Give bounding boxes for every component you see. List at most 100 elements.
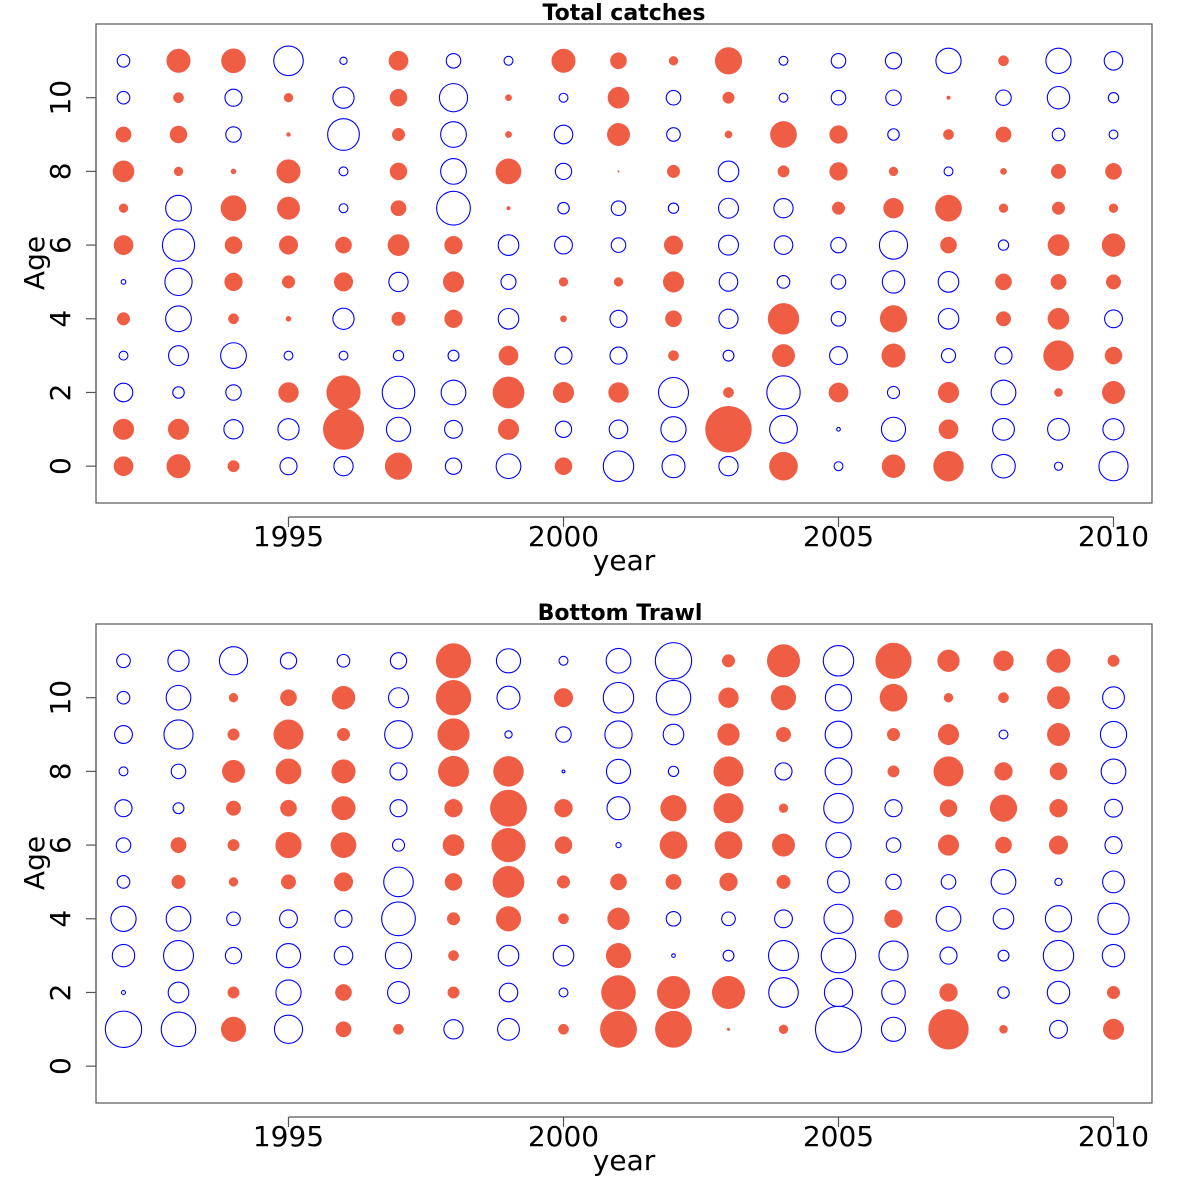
bubble-1993-age-9 bbox=[169, 125, 188, 144]
bubble-1997-age-11 bbox=[389, 652, 408, 670]
bubble-2010-age-0 bbox=[1098, 451, 1129, 482]
bubble-1993-age-3 bbox=[167, 345, 190, 367]
bubble-2004-age-11 bbox=[778, 55, 789, 66]
bubble-2005-age-6 bbox=[825, 831, 852, 859]
bubble-2008-age-1 bbox=[992, 417, 1015, 441]
bubble-2006-age-0 bbox=[881, 454, 906, 478]
bubble-1996-age-0 bbox=[333, 456, 354, 477]
bubble-1997-age-9 bbox=[391, 127, 406, 142]
bubble-2007-age-8 bbox=[933, 756, 964, 787]
bubble-2002-age-11 bbox=[668, 56, 679, 66]
bubble-1995-age-2 bbox=[275, 979, 302, 1006]
bubble-1993-age-6 bbox=[170, 837, 187, 854]
bubble-2001-age-4 bbox=[607, 907, 630, 930]
bubble-2009-age-3 bbox=[1042, 939, 1075, 972]
bubble-2009-age-6 bbox=[1047, 234, 1070, 256]
bubble-2009-age-2 bbox=[1054, 388, 1063, 397]
bubble-2006-age-5 bbox=[881, 270, 906, 294]
bubble-2009-age-5 bbox=[1050, 273, 1067, 290]
bubble-1999-age-10 bbox=[496, 685, 521, 710]
bubble-1998-age-3 bbox=[448, 950, 459, 961]
bubble-2009-age-5 bbox=[1054, 877, 1063, 887]
bubble-1996-age-4 bbox=[334, 909, 353, 928]
bubble-1999-age-6 bbox=[491, 827, 526, 863]
bubble-2000-age-5 bbox=[558, 277, 569, 287]
bubble-1995-age-1 bbox=[273, 1014, 304, 1044]
bubble-2007-age-9 bbox=[943, 129, 954, 140]
bubble-2002-age-1 bbox=[660, 416, 687, 443]
bubble-1992-age-3 bbox=[111, 943, 136, 968]
bubble-2007-age-1 bbox=[938, 419, 959, 440]
bubble-1996-age-4 bbox=[332, 307, 355, 330]
bubble-1993-age-11 bbox=[167, 649, 190, 672]
bubble-1997-age-8 bbox=[389, 762, 408, 781]
bubble-2010-age-6 bbox=[1104, 836, 1123, 855]
bubble-2009-age-10 bbox=[1047, 686, 1070, 710]
bubble-2010-age-4 bbox=[1104, 309, 1123, 329]
bubble-1998-age-7 bbox=[436, 190, 471, 226]
bubble-2001-age-5 bbox=[613, 277, 624, 287]
bubble-2001-age-2 bbox=[608, 382, 629, 403]
bubble-2008-age-8 bbox=[1000, 168, 1007, 175]
bubble-2002-age-8 bbox=[667, 765, 680, 778]
bubble-2000-age-10 bbox=[558, 92, 569, 103]
bubble-2004-age-0 bbox=[769, 451, 798, 481]
bubble-2004-age-1 bbox=[769, 414, 798, 444]
bubble-2009-age-7 bbox=[1051, 201, 1066, 215]
bubble-1998-age-3 bbox=[447, 349, 460, 362]
bubble-2002-age-5 bbox=[662, 271, 685, 293]
bubble-2008-age-5 bbox=[990, 869, 1017, 895]
y-tick-label-2: 2 bbox=[44, 384, 77, 402]
bubble-1997-age-1 bbox=[393, 1023, 404, 1035]
bubble-2008-age-3 bbox=[997, 949, 1010, 962]
bubble-2006-age-7 bbox=[883, 197, 904, 219]
bubble-1993-age-2 bbox=[167, 981, 190, 1004]
bubble-2007-age-5 bbox=[937, 271, 960, 293]
bubble-1995-age-10 bbox=[283, 93, 294, 103]
bubble-1995-age-7 bbox=[280, 799, 297, 817]
bubble-1997-age-2 bbox=[387, 981, 410, 1004]
bubble-1998-age-1 bbox=[443, 1019, 464, 1040]
bubble-marks bbox=[104, 642, 1130, 1053]
y-tick-label-4: 4 bbox=[44, 310, 77, 328]
bubble-2009-age-8 bbox=[1049, 762, 1068, 781]
bubble-2003-age-3 bbox=[722, 349, 735, 362]
bubble-1998-age-7 bbox=[444, 799, 463, 818]
bubble-2006-age-11 bbox=[884, 52, 903, 70]
y-tick-label-8: 8 bbox=[44, 162, 77, 180]
bubble-1999-age-4 bbox=[495, 906, 522, 932]
bubble-2007-age-6 bbox=[937, 834, 960, 856]
x-axis-label: year bbox=[593, 544, 656, 577]
bubble-2009-age-10 bbox=[1046, 85, 1071, 110]
bubble-2009-age-11 bbox=[1045, 47, 1072, 74]
bubble-2010-age-6 bbox=[1101, 233, 1126, 257]
bubble-1995-age-8 bbox=[276, 159, 301, 184]
bubble-1993-age-5 bbox=[171, 874, 186, 889]
bubble-1998-age-10 bbox=[438, 83, 469, 113]
bubble-2005-age-5 bbox=[830, 274, 847, 290]
bubble-2008-age-5 bbox=[995, 273, 1012, 291]
bubble-2006-age-7 bbox=[884, 799, 903, 818]
bubble-1994-age-3 bbox=[224, 946, 243, 965]
y-axis: 0 2 4 6 8 10 bbox=[44, 680, 97, 1075]
bubble-2000-age-3 bbox=[552, 944, 575, 967]
bubble-2002-age-4 bbox=[665, 910, 682, 927]
bubble-2003-age-1 bbox=[726, 1027, 731, 1031]
bubble-2003-age-11 bbox=[714, 47, 743, 75]
bubble-1996-age-1 bbox=[323, 408, 364, 450]
bubble-2004-age-5 bbox=[776, 874, 791, 889]
bubble-2001-age-0 bbox=[602, 450, 635, 482]
bubble-1992-age-9 bbox=[114, 725, 133, 744]
bubble-2001-age-3 bbox=[605, 943, 632, 969]
x-tick-label-2000: 2000 bbox=[528, 520, 599, 553]
bubble-2003-age-3 bbox=[722, 949, 735, 962]
bubble-1997-age-8 bbox=[389, 162, 408, 181]
bubble-2009-age-7 bbox=[1049, 799, 1068, 818]
bubble-1992-age-4 bbox=[110, 905, 137, 932]
bubble-2000-age-7 bbox=[554, 799, 573, 818]
bubble-1999-age-2 bbox=[498, 982, 519, 1003]
bubble-1997-age-5 bbox=[388, 271, 409, 293]
bottom-trawl-panel: Bottom Trawl 1995 2000 2005 2010 0 2 4 6 8 10 ye… bbox=[18, 601, 1153, 1177]
bubble-1992-age-9 bbox=[115, 126, 132, 143]
bubble-2004-age-11 bbox=[766, 644, 801, 678]
